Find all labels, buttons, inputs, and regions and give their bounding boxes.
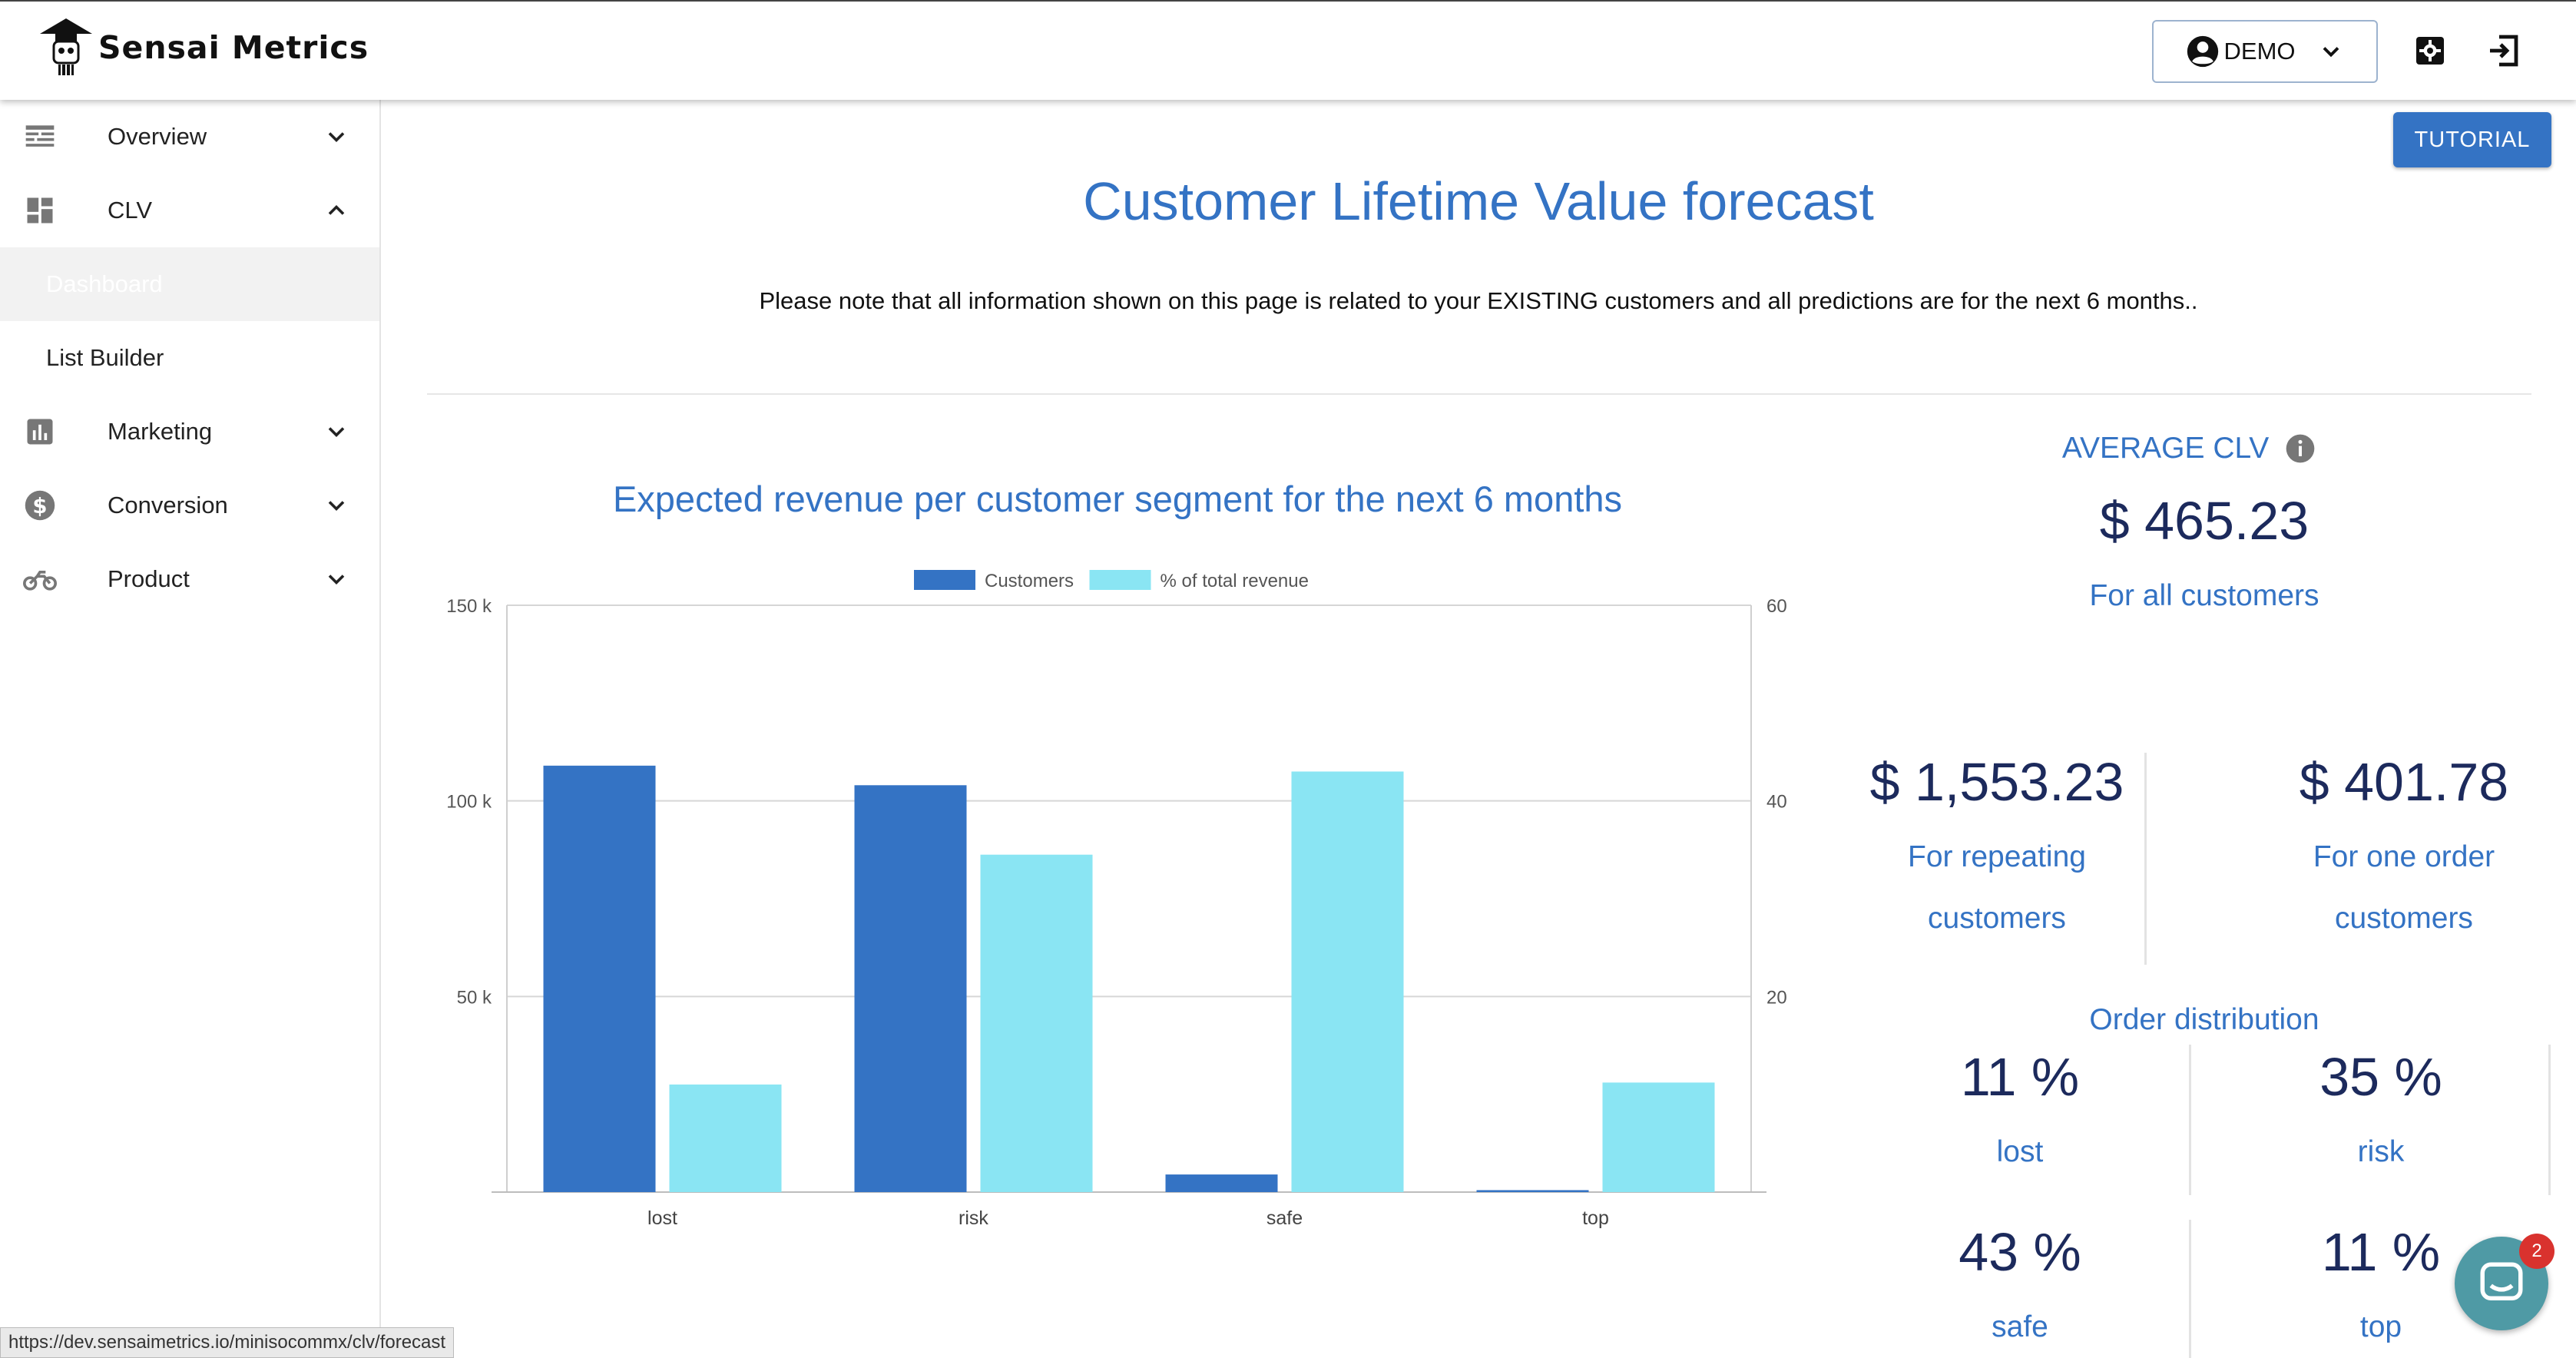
legend-swatch [914, 570, 975, 590]
dashboard-icon [27, 197, 53, 224]
average-clv-value: $ 465.23 [2099, 491, 2309, 551]
sidebar-subitem-list-builder[interactable]: List Builder [0, 321, 379, 395]
dollar-circle-icon: $ [25, 490, 55, 521]
y-right-tick-label: 60 [1766, 596, 1787, 617]
bar-lost-customers [543, 765, 656, 1192]
distribution-lost-label: lost [1996, 1135, 2044, 1168]
distribution-risk-value: 35 % [2319, 1047, 2442, 1107]
average-clv-subtitle: For all customers [2089, 579, 2319, 612]
distribution-top-label: top [2359, 1310, 2402, 1343]
sidebar-item-conversion[interactable]: $ Conversion [0, 469, 379, 542]
x-tick-label: top [1582, 1207, 1609, 1229]
distribution-safe-value: 43 % [1958, 1222, 2081, 1282]
info-icon[interactable] [2285, 433, 2316, 464]
sidebar-item-label: Dashboard [46, 270, 163, 297]
sidebar-item-label: Overview [108, 123, 207, 150]
info-note: Please note that all information shown o… [759, 287, 2198, 314]
legend-label: Customers [985, 571, 1074, 591]
revenue-segment-chart: 50 k 100 k 150 k 20 40 60 lost risk safe top Custo… [446, 570, 1787, 1229]
y-left-tick-label: 150 k [446, 596, 492, 617]
sidebar-item-overview[interactable]: Overview [0, 100, 379, 174]
stat-divider [2189, 1045, 2191, 1195]
sidebar-subitem-dashboard[interactable]: Dashboard [0, 247, 379, 321]
one-order-clv-value: $ 401.78 [2299, 752, 2509, 812]
stat-divider [2548, 1045, 2551, 1195]
bar-risk-revenue-share [980, 854, 1093, 1192]
one-order-clv-label-line2: customers [2335, 902, 2473, 935]
repeating-clv-label-line1: For repeating [1908, 840, 2086, 873]
y-left-tick-label: 100 k [446, 792, 492, 813]
chevron-down-icon [328, 501, 345, 512]
sidebar-item-marketing[interactable]: Marketing [0, 395, 379, 469]
account-circle-icon [2187, 35, 2218, 68]
y-right-tick-label: 20 [1766, 987, 1787, 1008]
divider [427, 393, 2531, 395]
bar-safe-revenue-share [1291, 771, 1404, 1192]
distribution-lost-value: 11 % [1960, 1047, 2080, 1107]
chat-icon [2480, 1262, 2523, 1300]
bar-risk-customers [854, 785, 967, 1192]
sidebar: Overview CLV Dashboard List Builder Mark… [0, 100, 381, 1358]
bar-chart-icon [27, 419, 53, 445]
bar-lost-revenue-share [669, 1084, 782, 1192]
chart-title: Expected revenue per customer segment fo… [612, 479, 1623, 519]
distribution-top-value: 11 % [2321, 1222, 2441, 1282]
settings-icon[interactable] [2412, 32, 2449, 69]
chevron-down-icon [328, 132, 345, 143]
chat-launcher-button[interactable] [2455, 1237, 2548, 1330]
y-right-tick-label: 40 [1766, 792, 1787, 813]
x-tick-label: risk [959, 1207, 988, 1229]
svg-text:$: $ [32, 494, 47, 518]
sidebar-item-label: List Builder [46, 344, 164, 371]
page-title: Customer Lifetime Value forecast [1083, 171, 1874, 231]
sidebar-item-label: Conversion [108, 492, 228, 518]
sidebar-item-clv[interactable]: CLV [0, 174, 379, 247]
account-label: DEMO [2223, 38, 2296, 65]
distribution-safe-label: safe [1992, 1310, 2048, 1343]
x-tick-label: safe [1266, 1207, 1303, 1229]
motorcycle-icon [23, 571, 57, 591]
stat-divider [2144, 753, 2147, 965]
average-clv-label: AVERAGE CLV [2043, 432, 2335, 465]
logo-icon [40, 18, 92, 77]
chevron-up-icon [328, 204, 345, 215]
chevron-down-icon [328, 575, 345, 585]
sidebar-item-label: CLV [108, 197, 153, 224]
stat-divider [2189, 1220, 2191, 1358]
chevron-down-icon [328, 427, 345, 438]
one-order-clv-label-line1: For one order [2313, 840, 2495, 873]
dashboard-lines-icon [25, 125, 55, 147]
bar-safe-customers [1165, 1174, 1278, 1192]
x-tick-label: lost [647, 1207, 677, 1229]
bar-top-revenue-share [1602, 1082, 1715, 1192]
app-name: Sensai Metrics [98, 29, 369, 66]
account-dropdown[interactable]: DEMO [2152, 20, 2378, 83]
top-bar: Sensai Metrics DEMO [0, 0, 2576, 100]
tutorial-button[interactable]: TUTORIAL [2393, 112, 2551, 167]
repeating-clv-value: $ 1,553.23 [1869, 752, 2124, 812]
order-distribution-title: Order distribution [2089, 1003, 2319, 1036]
app-logo[interactable]: Sensai Metrics [38, 17, 369, 78]
chat-notification-badge: 2 [2519, 1234, 2554, 1269]
legend-label: % of total revenue [1161, 571, 1309, 591]
chevron-down-icon [2323, 47, 2339, 58]
y-left-tick-label: 50 k [457, 987, 492, 1008]
average-clv-text: AVERAGE CLV [2061, 432, 2270, 465]
sidebar-item-product[interactable]: Product [0, 542, 379, 616]
sidebar-item-label: Marketing [108, 418, 213, 445]
status-bar-url: https://dev.sensaimetrics.io/minisocommx… [0, 1327, 455, 1358]
distribution-risk-label: risk [2357, 1135, 2405, 1168]
sidebar-item-label: Product [108, 565, 190, 592]
bar-top-customers [1476, 1190, 1589, 1192]
repeating-clv-label-line2: customers [1928, 902, 2066, 935]
legend-swatch [1089, 570, 1151, 590]
logout-icon[interactable] [2485, 32, 2522, 69]
